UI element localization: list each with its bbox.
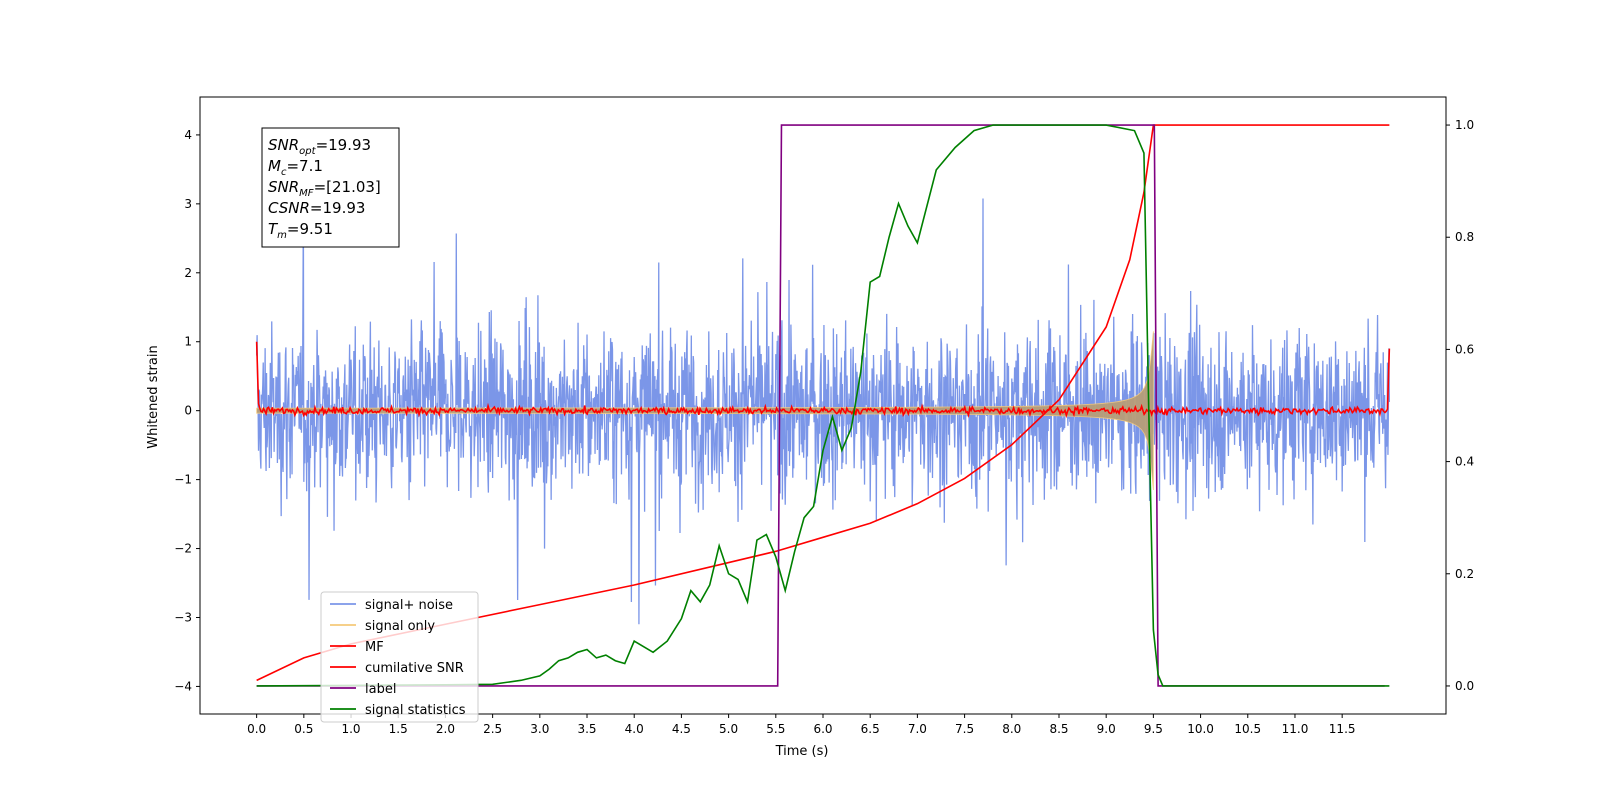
- legend-entry: signal only: [365, 619, 435, 634]
- x-tick-label: 5.5: [766, 722, 785, 736]
- x-tick-label: 9.0: [1097, 722, 1116, 736]
- annotation-line: Tm=9.51: [268, 220, 333, 241]
- legend-entry: label: [365, 682, 396, 697]
- y-tick-label: −1: [174, 473, 192, 487]
- legend-entry: cumilative SNR: [365, 661, 464, 676]
- annotation-box: SNRopt=19.93Mc=7.1SNRMF=[21.03]CSNR=19.9…: [261, 127, 400, 248]
- y-tick-label: −2: [174, 542, 192, 556]
- x-axis-label: Time (s): [775, 744, 829, 759]
- y-tick-label: 1: [184, 335, 192, 349]
- x-tick-label: 8.0: [1002, 722, 1021, 736]
- annotation-frame: [261, 127, 400, 248]
- y2-tick-label: 0.4: [1455, 455, 1474, 469]
- x-tick-label: 1.0: [341, 722, 360, 736]
- y-tick-label: −3: [174, 610, 192, 624]
- x-tick-label: 10.0: [1187, 722, 1214, 736]
- annotation-line: Mc=7.1: [268, 157, 323, 178]
- legend-entry: signal+ noise: [365, 598, 453, 613]
- y2-tick-label: 0.2: [1455, 567, 1474, 581]
- x-tick-label: 6.0: [813, 722, 832, 736]
- y-tick-label: −4: [174, 679, 192, 693]
- x-tick-label: 3.5: [577, 722, 596, 736]
- x-tick-label: 4.5: [672, 722, 691, 736]
- y-tick-label: 2: [184, 266, 192, 280]
- y-tick-label: 4: [184, 128, 192, 142]
- x-tick-label: 6.5: [861, 722, 880, 736]
- x-tick-label: 10.5: [1234, 722, 1261, 736]
- plot-area: [255, 124, 1391, 687]
- axes: 0.0 0.5 1.0 1.5 2.0 2.5 3.0 3.5 4.0 4.5 5.0 5.5 6.0 6…: [174, 96, 1474, 736]
- x-tick-label: 2.0: [436, 722, 455, 736]
- series-signal-noise: [255, 198, 1391, 625]
- legend-entry: signal statistics: [365, 703, 466, 718]
- x-tick-label: 2.5: [483, 722, 502, 736]
- annotation-line: SNRMF=[21.03]: [268, 178, 381, 199]
- x-tick-label: 3.0: [530, 722, 549, 736]
- x-tick-label: 1.5: [389, 722, 408, 736]
- y-tick-label: 0: [184, 404, 192, 418]
- annotation-line: CSNR=19.93: [268, 199, 365, 217]
- x-tick-label: 9.5: [1144, 722, 1163, 736]
- series-mf: [255, 341, 1391, 419]
- y2-tick-label: 0.8: [1455, 230, 1474, 244]
- x-tick-label: 7.5: [955, 722, 974, 736]
- x-tick-label: 0.0: [247, 722, 266, 736]
- x-tick-label: 8.5: [1049, 722, 1068, 736]
- x-tick-label: 5.0: [719, 722, 738, 736]
- x-tick-label: 7.0: [908, 722, 927, 736]
- x-tick-label: 11.5: [1329, 722, 1356, 736]
- y2-tick-label: 1.0: [1455, 118, 1474, 132]
- x-tick-label: 4.0: [625, 722, 644, 736]
- x-tick-label: 0.5: [294, 722, 313, 736]
- annotation-line: SNRopt=19.93: [268, 136, 371, 157]
- legend-entry: MF: [365, 640, 384, 655]
- y-axis-label: Whitened strain: [146, 345, 161, 448]
- legend: signal+ noise signal only MF cumilative SNR…: [320, 591, 479, 723]
- x-tick-label: 11.0: [1282, 722, 1309, 736]
- y2-tick-label: 0.0: [1455, 679, 1474, 693]
- series-signal-statistics: [256, 124, 1390, 687]
- y-tick-label: 3: [184, 197, 192, 211]
- y2-tick-label: 0.6: [1455, 342, 1474, 356]
- legend-frame: [320, 591, 479, 723]
